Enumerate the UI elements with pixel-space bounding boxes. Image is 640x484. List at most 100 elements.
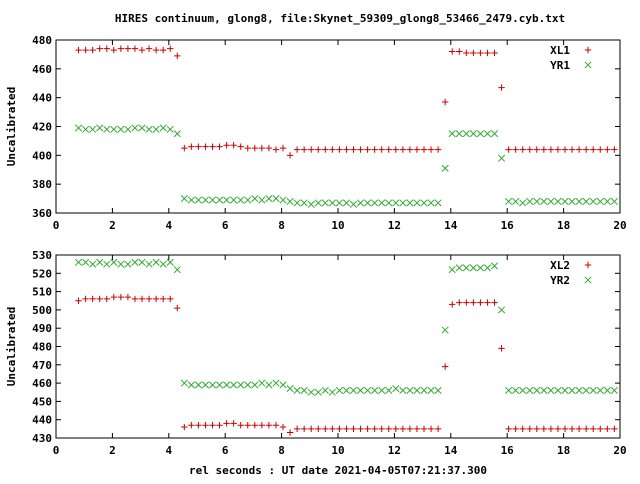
data-point: [124, 260, 132, 268]
data-point: [561, 146, 569, 153]
data-point: [385, 199, 393, 207]
data-point: [462, 130, 470, 138]
data-point: [399, 146, 407, 153]
data-point: [582, 425, 590, 433]
data-point: [378, 146, 385, 153]
chart-title: HIRES continuum, glong8, file:Skynet_593…: [115, 12, 565, 25]
data-point: [265, 381, 273, 389]
data-point: [434, 199, 442, 207]
data-point: [188, 421, 195, 429]
data-point: [554, 197, 562, 206]
data-point: [237, 381, 245, 389]
data-point: [540, 386, 548, 394]
x-tick-label: 14: [444, 444, 458, 457]
data-point: [138, 295, 146, 303]
data-point: [75, 297, 82, 304]
data-point: [505, 146, 512, 153]
data-point: [413, 386, 421, 394]
data-point: [378, 425, 385, 433]
data-point: [223, 196, 231, 204]
data-point: [103, 260, 111, 268]
y-tick-label: 460: [32, 63, 52, 76]
data-point: [505, 197, 513, 206]
data-point: [131, 45, 139, 52]
data-point: [596, 386, 604, 394]
data-point: [378, 199, 386, 207]
legend-marker: [584, 261, 592, 269]
data-point: [201, 196, 210, 204]
data-point: [328, 199, 336, 207]
y-tick-label: 530: [32, 249, 52, 262]
data-point: [611, 425, 618, 433]
x-tick-label: 12: [388, 444, 401, 457]
data-point: [145, 45, 153, 52]
data-point: [75, 124, 83, 132]
legend-label: YR2: [550, 274, 570, 287]
data-point: [448, 266, 456, 274]
y-tick-label: 490: [32, 322, 52, 335]
y-tick-label: 510: [32, 286, 52, 299]
data-point: [152, 295, 160, 303]
data-point: [533, 386, 541, 394]
data-point: [209, 421, 216, 429]
data-point: [470, 49, 477, 57]
data-point: [470, 299, 477, 306]
data-point: [124, 293, 132, 301]
y-tick-label: 420: [32, 121, 52, 134]
data-point: [589, 197, 597, 206]
top-panel: 0 2 4 6 8 10 12 14 16 18 20 360 380 400 420 440 460 480 Un…: [5, 34, 627, 232]
data-point: [152, 46, 160, 54]
x-axis-title: rel seconds : UT date 2021-04-05T07:21:3…: [189, 464, 487, 477]
data-point: [300, 199, 308, 207]
data-point: [498, 306, 506, 314]
data-point: [96, 295, 103, 303]
data-point: [385, 386, 393, 394]
data-point: [568, 425, 576, 433]
data-point: [357, 425, 364, 433]
data-point: [547, 386, 555, 394]
data-point: [322, 146, 329, 153]
data-point: [272, 421, 280, 429]
data-point: [364, 199, 372, 207]
data-point: [293, 386, 301, 394]
data-point: [216, 381, 224, 389]
x-tick-label: 2: [109, 219, 116, 232]
data-point: [533, 425, 541, 433]
y-axis-title: Uncalibrated: [5, 87, 18, 166]
data-point: [195, 421, 202, 429]
data-point: [103, 125, 111, 133]
data-point: [575, 386, 583, 394]
data-point: [441, 363, 449, 370]
data-point: [131, 124, 139, 132]
data-point: [554, 146, 562, 153]
data-point: [399, 199, 407, 207]
data-point: [124, 45, 132, 52]
series-xl2: [75, 293, 618, 436]
data-point: [138, 258, 146, 266]
data-point: [498, 154, 506, 162]
data-point: [237, 143, 244, 150]
data-point: [547, 425, 555, 433]
data-point: [300, 146, 308, 153]
data-point: [315, 425, 322, 433]
data-point: [378, 386, 386, 394]
data-point: [230, 381, 238, 389]
data-point: [342, 386, 351, 394]
data-point: [611, 146, 618, 153]
data-point: [89, 46, 96, 54]
y-tick-label: 440: [32, 414, 52, 427]
x-tick-label: 10: [331, 219, 344, 232]
data-point: [512, 425, 519, 433]
data-point: [477, 299, 484, 306]
data-point: [335, 386, 343, 394]
data-point: [526, 146, 533, 153]
data-point: [590, 425, 597, 433]
data-point: [180, 195, 188, 203]
data-point: [463, 49, 470, 57]
data-point: [258, 379, 266, 387]
data-point: [117, 260, 125, 268]
x-tick-label: 6: [222, 444, 229, 457]
data-point: [336, 425, 343, 433]
data-point: [230, 196, 238, 204]
